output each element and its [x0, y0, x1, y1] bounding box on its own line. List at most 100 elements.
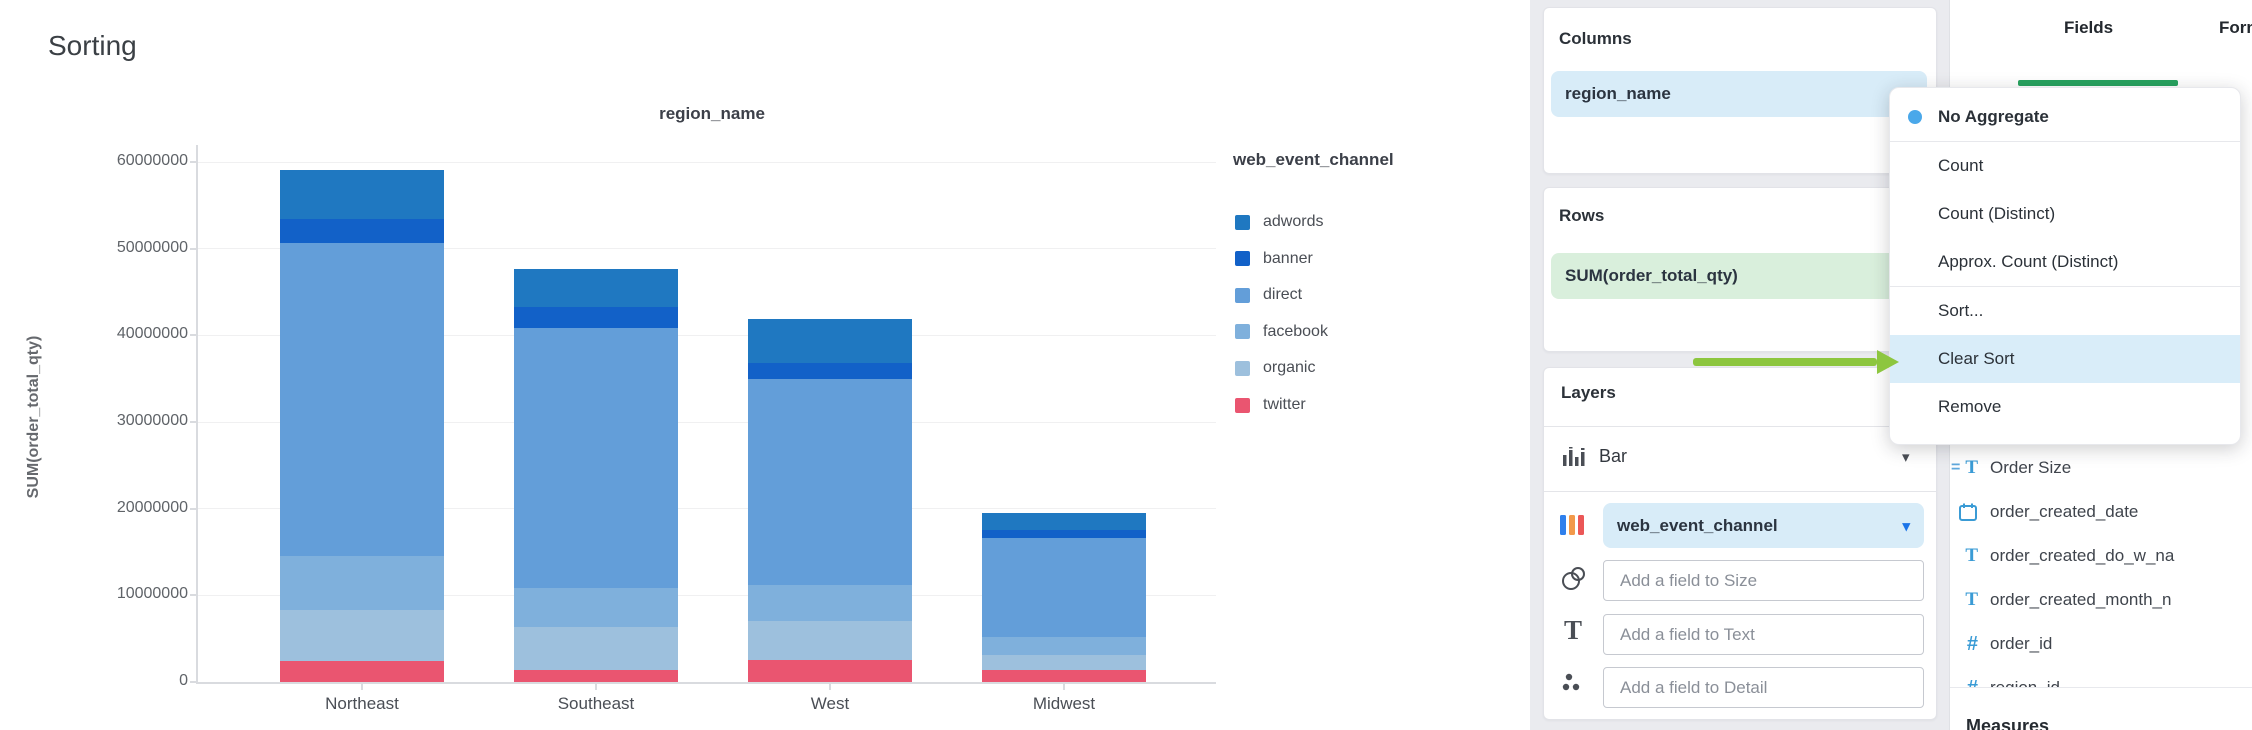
text-field-input[interactable]: Add a field to Text: [1603, 614, 1924, 655]
gridline: [198, 248, 1216, 250]
legend-label: banner: [1263, 249, 1313, 267]
chevron-down-icon[interactable]: ▾: [1902, 517, 1910, 535]
gridline: [198, 161, 1216, 163]
number-icon: #: [1966, 632, 1978, 655]
legend-item-organic[interactable]: organic: [1235, 359, 1315, 377]
bar-segment-organic[interactable]: [748, 621, 912, 661]
menu-item-count-distinct[interactable]: Count (Distinct): [1890, 190, 2240, 238]
x-axis-line: [196, 682, 1216, 684]
menu-item-label: Remove: [1938, 397, 2002, 416]
x-category-label: West: [810, 694, 850, 713]
tab-fields[interactable]: Fields: [2064, 18, 2114, 37]
legend-swatch-facebook: [1235, 324, 1250, 340]
field-label: Order Size: [1990, 458, 2072, 477]
divider: [1544, 491, 1936, 492]
annotation-arrow-shaft: [1693, 358, 1877, 366]
plot-area: 0 10000000 20000000 30000000 40000000 5000000…: [116, 145, 1216, 713]
bar-segment-direct[interactable]: [514, 327, 678, 588]
legend-item-adwords[interactable]: adwords: [1235, 213, 1323, 231]
menu-item-approx-count-distinct[interactable]: Approx. Count (Distinct): [1890, 238, 2240, 286]
text-field-placeholder: Add a field to Text: [1620, 624, 1755, 644]
aggregate-context-menu: No Aggregate Count Count (Distinct) Approx.…: [1889, 87, 2241, 445]
y-tick-label: 40000000: [116, 325, 188, 343]
bar-segment-banner[interactable]: [748, 363, 912, 379]
x-category-label: Southeast: [557, 694, 635, 713]
legend-swatch-banner: [1235, 251, 1250, 267]
columns-pill-region-name[interactable]: region_name ▾: [1551, 71, 1927, 117]
menu-item-count[interactable]: Count: [1890, 142, 2240, 190]
color-field-label: web_event_channel: [1617, 515, 1778, 535]
legend-item-twitter[interactable]: twitter: [1235, 396, 1306, 414]
bar-segment-facebook[interactable]: [748, 584, 912, 622]
size-field-input[interactable]: Add a field to Size: [1603, 560, 1924, 601]
divider: [1544, 426, 1936, 427]
field-item-region-id[interactable]: #region_id: [1950, 666, 2252, 688]
bar-segment-banner[interactable]: [982, 530, 1146, 539]
rows-pill-sum-order-total-qty[interactable]: SUM(order_total_qty): [1551, 253, 1927, 299]
columns-card: Columns region_name ▾: [1543, 7, 1937, 174]
bar-segment-facebook[interactable]: [280, 556, 444, 611]
field-label: order_created_date: [1990, 502, 2139, 521]
y-tick-label: 20000000: [116, 498, 188, 516]
bar-segment-twitter[interactable]: [514, 669, 678, 682]
text-icon: T: [1564, 615, 1583, 645]
field-item-order-size[interactable]: = T Order Size: [1950, 446, 2252, 490]
legend-item-direct[interactable]: direct: [1235, 286, 1302, 304]
color-field-pill[interactable]: web_event_channel ▾: [1603, 503, 1924, 548]
bar-segment-twitter[interactable]: [748, 660, 912, 682]
bar-segment-adwords[interactable]: [514, 269, 678, 307]
legend-item-facebook[interactable]: facebook: [1235, 323, 1328, 341]
menu-item-no-aggregate[interactable]: No Aggregate: [1890, 93, 2240, 141]
calendar-icon: [1950, 502, 1990, 522]
measures-section-header: Measures: [1966, 716, 2050, 730]
field-item-order-id[interactable]: # order_id: [1950, 622, 2252, 666]
x-tick: [1063, 684, 1065, 690]
menu-item-clear-sort[interactable]: Clear Sort: [1890, 335, 2240, 383]
bar-segment-direct[interactable]: [280, 243, 444, 557]
layer-size-row: Add a field to Size: [1544, 558, 1936, 604]
formula-text-icon: = T: [1950, 457, 1978, 478]
layers-header: Layers: [1561, 383, 1616, 402]
bar-segment-organic[interactable]: [982, 655, 1146, 670]
bar-segment-adwords[interactable]: [280, 169, 444, 220]
menu-item-label: Approx. Count (Distinct): [1938, 252, 2119, 271]
menu-item-sort[interactable]: Sort...: [1890, 287, 2240, 335]
bar-segment-facebook[interactable]: [514, 587, 678, 628]
bar-segment-direct[interactable]: [982, 538, 1146, 637]
bar-segment-organic[interactable]: [280, 610, 444, 662]
field-item-order-created-date[interactable]: order_created_date: [1950, 490, 2252, 534]
legend-label: adwords: [1263, 213, 1324, 230]
bar-segment-direct[interactable]: [748, 378, 912, 585]
bar-segment-banner[interactable]: [280, 219, 444, 244]
menu-item-remove[interactable]: Remove: [1890, 383, 2240, 431]
y-tick-label: 30000000: [116, 412, 188, 429]
bar-segment-adwords[interactable]: [748, 318, 912, 364]
detail-field-input[interactable]: Add a field to Detail: [1603, 667, 1924, 708]
bar-segment-organic[interactable]: [514, 627, 678, 670]
legend-label: twitter: [1263, 396, 1306, 413]
field-label: region_id: [1990, 678, 2060, 687]
menu-divider: [1890, 141, 2240, 142]
menu-item-label: No Aggregate: [1938, 107, 2049, 126]
bar-segment-twitter[interactable]: [982, 669, 1146, 682]
bar-segment-adwords[interactable]: [982, 513, 1146, 531]
bar-segment-facebook[interactable]: [982, 636, 1146, 656]
x-tick: [595, 684, 597, 690]
legend-label: direct: [1263, 286, 1303, 304]
y-tick: [190, 247, 197, 250]
legend-item-banner[interactable]: banner: [1235, 250, 1313, 268]
columns-pill-label: region_name: [1565, 84, 1671, 103]
layer-type-row[interactable]: Bar ▾: [1544, 426, 1936, 491]
y-tick-label: 50000000: [116, 238, 188, 256]
bar-segment-banner[interactable]: [514, 306, 678, 328]
color-icon: [1559, 513, 1585, 537]
y-tick-label: 10000000: [116, 585, 188, 603]
x-tick: [829, 684, 831, 690]
field-label: order_created_do_w_na: [1990, 546, 2175, 565]
chevron-down-icon[interactable]: ▾: [1902, 449, 1910, 466]
bar-segment-twitter[interactable]: [280, 661, 444, 682]
tab-format[interactable]: Format: [2219, 18, 2252, 37]
